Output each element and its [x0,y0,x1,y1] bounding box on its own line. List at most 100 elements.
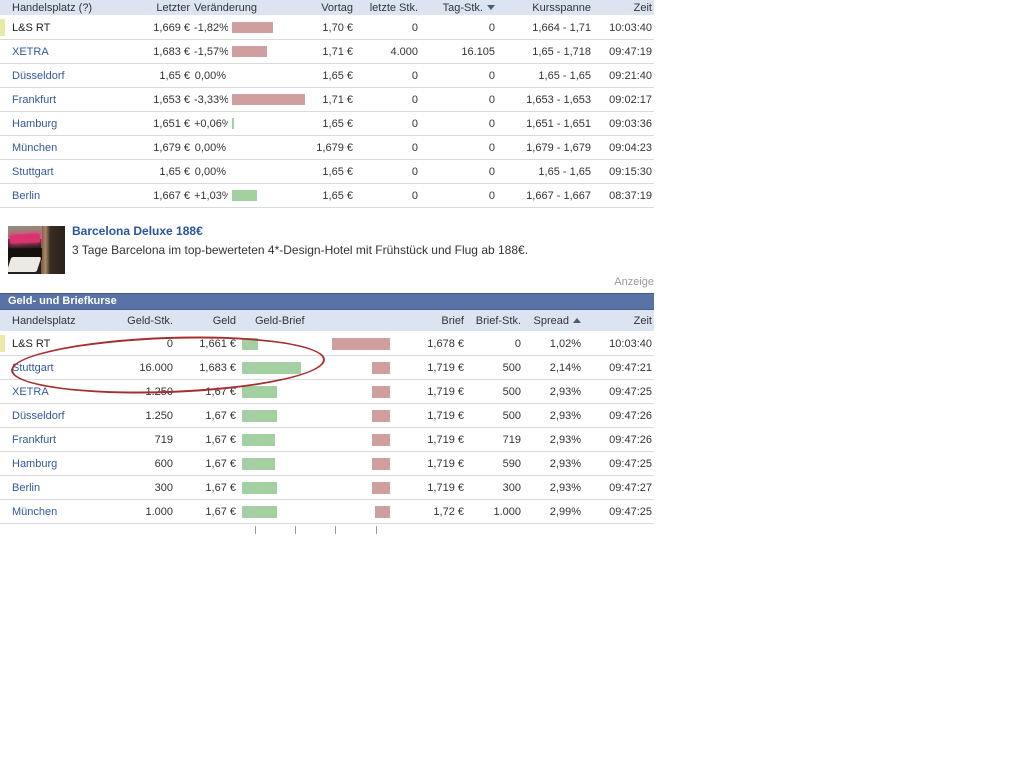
bidask-header-row: Handelsplatz Geld-Stk. Geld Geld-Brief B… [0,310,654,332]
venue-link[interactable]: München [12,505,58,518]
venue-link[interactable]: XETRA [12,45,49,58]
bidask-table: Handelsplatz Geld-Stk. Geld Geld-Brief B… [0,310,654,524]
venue-link[interactable]: Hamburg [12,117,58,130]
bid-price: 1,67 € [175,475,238,500]
row-marker [0,383,5,400]
prev-close: 1,65 € [310,159,355,184]
venue-cell: Hamburg [0,451,100,476]
ask-bar-fill [372,457,390,470]
header-veraenderung[interactable]: Veränderung [192,0,310,16]
venue-link[interactable]: Berlin [12,189,41,202]
header-brief-stk[interactable]: Brief-Stk. [466,310,523,332]
last-price: 1,65 € [130,159,192,184]
venue-link[interactable]: XETRA [12,385,49,398]
venue-link[interactable]: Stuttgart [12,361,54,374]
day-volume: 16.105 [420,39,497,64]
price-range: 1,651 - 1,651 [497,111,593,136]
bid-price: 1,67 € [175,499,238,524]
change-pct: -1,82% [192,15,228,40]
table-row: München 1.000 1,67 € 1,72 € 1.000 2,99% … [0,499,654,524]
venue-link[interactable]: Düsseldorf [12,409,65,422]
header-tag-stk[interactable]: Tag-Stk. [420,0,497,16]
venue-cell: L&S RT [0,15,130,40]
spread: 2,93% [523,427,583,452]
header-vortag[interactable]: Vortag [310,0,355,16]
ask-bar [330,451,390,476]
bar-scale-ticks [0,526,658,536]
row-marker [0,503,5,520]
day-volume: 0 [420,15,497,40]
header-spread[interactable]: Spread [523,310,583,332]
row-marker [0,19,5,36]
venue-link[interactable]: Frankfurt [12,93,57,106]
ask-price: 1,719 € [390,379,466,404]
ask-volume: 500 [466,355,523,380]
header-geld-stk[interactable]: Geld-Stk. [100,310,175,332]
venue-cell: Hamburg [0,111,130,136]
scale-tick [335,526,336,534]
header-zeit[interactable]: Zeit [583,310,654,332]
bid-bar-fill [242,361,301,374]
ask-bar-fill [372,481,390,494]
change-pct: +1,03% [192,183,228,208]
ask-bar [330,331,390,356]
day-volume: 0 [420,135,497,160]
ask-volume: 590 [466,451,523,476]
quote-time: 09:21:40 [593,63,654,88]
ask-bar [330,379,390,404]
venue-link[interactable]: Düsseldorf [12,69,65,82]
quote-time: 10:03:40 [593,15,654,40]
venue-cell: Düsseldorf [0,403,100,428]
venue-link[interactable]: Berlin [12,481,41,494]
bid-price: 1,683 € [175,355,238,380]
venue-link[interactable]: L&S RT [12,337,51,350]
ask-bar-fill [372,385,390,398]
ask-price: 1,678 € [390,331,466,356]
row-marker [0,43,5,60]
quote-time: 09:04:23 [593,135,654,160]
header-geld[interactable]: Geld [175,310,238,332]
header-handelsplatz[interactable]: Handelsplatz [0,310,100,332]
price-range: 1,653 - 1,653 [497,87,593,112]
venue-link[interactable]: München [12,141,58,154]
bid-volume: 16.000 [100,355,175,380]
header-geld-brief[interactable]: Geld-Brief [238,310,390,332]
venue-link[interactable]: Hamburg [12,457,58,470]
ask-volume: 300 [466,475,523,500]
header-handelsplatz[interactable]: Handelsplatz (?) [0,0,130,16]
header-letzte-stk[interactable]: letzte Stk. [355,0,420,16]
ad-title-link[interactable]: Barcelona Deluxe 188€ [72,224,203,238]
header-letzter[interactable]: Letzter [130,0,192,16]
last-volume: 0 [355,15,420,40]
scale-tick [376,526,377,534]
last-price: 1,667 € [130,183,192,208]
quote-time: 09:47:27 [583,475,654,500]
ad-thumbnail-image[interactable] [8,226,65,274]
venue-link[interactable]: Stuttgart [12,165,54,178]
bid-bar [238,475,330,500]
spread: 2,93% [523,403,583,428]
ask-bar [330,427,390,452]
venue-link[interactable]: Frankfurt [12,433,57,446]
venue-cell: Düsseldorf [0,63,130,88]
row-marker [0,479,5,496]
table-row: L&S RT 1,669 € -1,82% 1,70 € 0 0 1,664 -… [0,15,654,40]
table-row: Hamburg 600 1,67 € 1,719 € 590 2,93% 09:… [0,451,654,476]
table-row: Stuttgart 16.000 1,683 € 1,719 € 500 2,1… [0,355,654,380]
header-brief[interactable]: Brief [390,310,466,332]
change-bar [228,63,310,88]
venue-cell: XETRA [0,39,130,64]
header-zeit[interactable]: Zeit [593,0,654,16]
header-kursspanne[interactable]: Kursspanne [497,0,593,16]
bid-bar [238,355,330,380]
venue-link[interactable]: L&S RT [12,21,51,34]
bid-bar-fill [242,457,275,470]
spread: 1,02% [523,331,583,356]
quote-time: 10:03:40 [583,331,654,356]
venue-cell: L&S RT [0,331,100,356]
quote-time: 09:47:25 [583,379,654,404]
prev-close: 1,65 € [310,111,355,136]
quote-time: 09:47:25 [583,499,654,524]
row-marker [0,139,5,156]
bid-volume: 1.250 [100,403,175,428]
